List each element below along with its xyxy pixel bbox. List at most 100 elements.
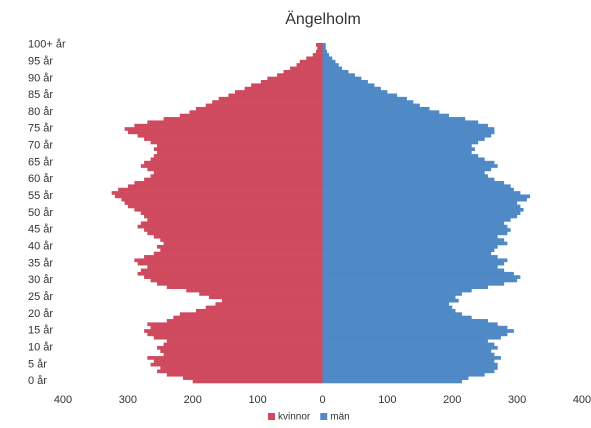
bar [299,59,323,64]
bar [157,345,323,350]
bar [290,66,323,71]
bar [322,93,398,98]
bar [322,332,508,337]
bar [322,255,498,259]
bar [160,238,323,242]
bar [322,218,511,222]
bar [322,96,407,101]
bar [199,292,323,296]
bar [322,234,498,239]
bar [322,366,498,370]
bar [157,143,323,148]
bar [124,201,323,205]
bar [322,221,505,226]
bar [205,103,323,108]
legend-swatch [268,413,275,420]
bar [322,201,518,205]
bar [322,362,498,367]
bar [322,197,527,202]
bar [140,221,323,226]
bar [195,308,323,313]
y-tick-label: 45 år [28,224,53,236]
bar [260,80,323,84]
bar [140,211,323,215]
bar [322,322,498,327]
bar [150,325,323,330]
bar [322,167,492,172]
bar [208,295,323,300]
bar [322,130,495,135]
bar [144,137,323,141]
bar [322,164,498,168]
bar [322,214,518,219]
bar [163,352,323,357]
bar [322,157,485,162]
bar [127,184,323,189]
bar [312,53,323,57]
bar [166,285,323,290]
bar [322,248,495,253]
bar [322,271,514,276]
bar [134,207,323,212]
y-tick-label: 25 år [28,291,53,303]
bar [322,359,495,364]
bar [150,278,323,283]
bar [166,372,323,377]
y-tick-label: 90 år [28,72,53,84]
bar [173,315,323,320]
chart-title: Ängelholm [285,10,361,28]
bar [322,379,462,384]
bar [157,150,323,155]
bar [144,329,323,333]
y-tick-label: 85 år [28,89,53,101]
y-tick-label: 10 år [28,342,53,354]
bar [144,228,323,232]
bar [316,49,323,54]
bar [322,187,514,192]
bar [228,93,323,98]
bar [157,369,323,374]
bar [189,110,323,114]
bar [160,366,323,370]
bar [322,100,414,104]
bar [186,288,323,293]
bar [322,349,492,354]
bar [322,308,456,313]
bar [147,120,323,125]
y-tick-label: 30 år [28,274,53,286]
bar [134,123,323,128]
bar [322,352,495,357]
bar [160,349,323,354]
bar [322,143,472,148]
bar [283,69,323,74]
bar [322,204,521,209]
bar [322,80,368,84]
bar [150,174,323,178]
bar [322,295,456,300]
bar [134,181,323,185]
bar [322,231,508,236]
bar [322,154,479,158]
x-tick-label: 0 [319,394,325,406]
bar [134,258,323,263]
bar [121,197,323,202]
bar [322,265,498,269]
x-tick-label: 300 [119,394,137,406]
bar [322,181,505,185]
bar [322,177,495,182]
bar [322,147,475,152]
bar [111,191,323,195]
bar [322,69,349,74]
bar [322,106,430,111]
bar [306,56,323,61]
y-tick-label: 70 år [28,140,53,152]
bar [322,90,388,94]
bar [157,244,323,249]
bar [322,191,521,195]
bar [192,379,323,384]
bar [147,356,323,360]
bar [322,285,488,290]
bar [322,282,505,286]
bar [127,130,323,135]
bar [153,335,323,340]
